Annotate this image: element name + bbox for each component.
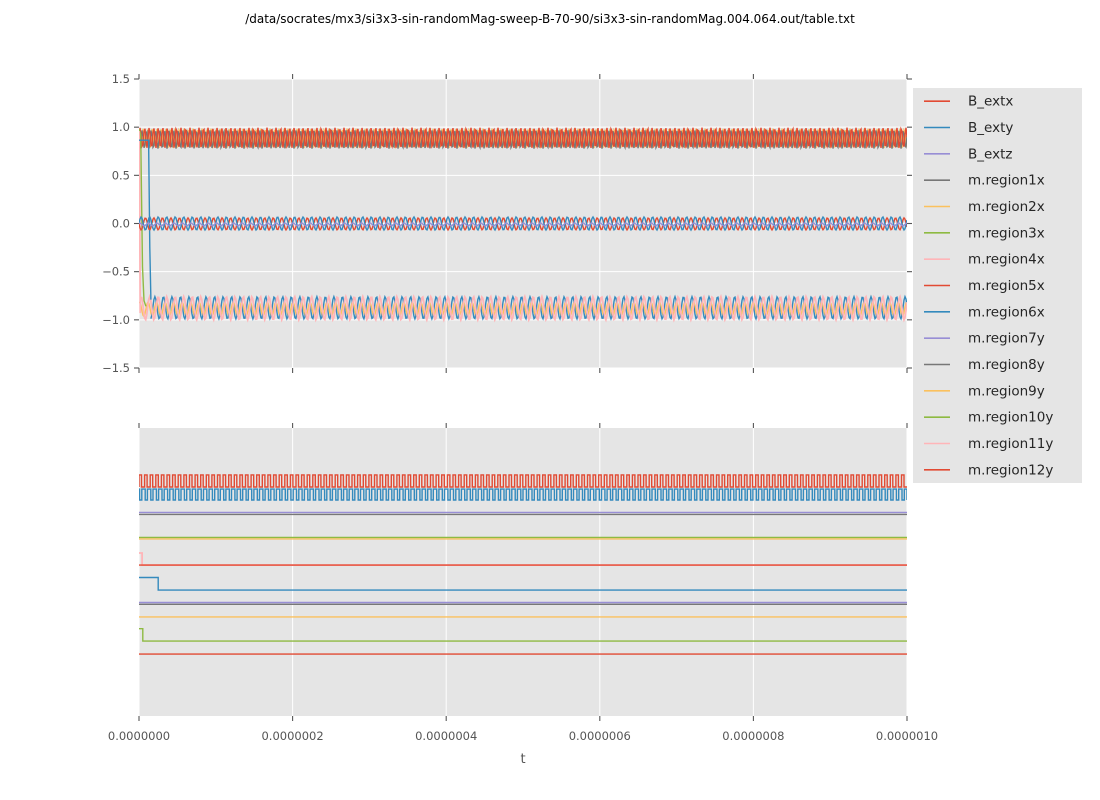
- y-tick-label: −0.5: [102, 265, 130, 279]
- series-square-wave-red: [139, 474, 907, 488]
- legend-item-m.region5x: m.region5x: [924, 278, 1045, 294]
- series-upper-band-gray: [139, 128, 907, 151]
- legend-item-m.region11y: m.region11y: [924, 436, 1053, 452]
- legend-label: m.region5x: [968, 278, 1045, 294]
- series-initial-transient-green: [139, 128, 147, 307]
- legend-label: m.region4x: [968, 252, 1045, 268]
- series-upper-band-red: [139, 126, 907, 150]
- x-tick-label: 0.0000002: [261, 729, 323, 743]
- figure-title: /data/socrates/mx3/si3x3-sin-randomMag-s…: [245, 12, 855, 26]
- legend-label: m.region10y: [968, 410, 1053, 426]
- x-tick-label: 0.0000006: [569, 729, 631, 743]
- y-tick-label: −1.0: [102, 313, 130, 327]
- legend-label: m.region9y: [968, 383, 1045, 399]
- legend-item-B_extx: B_extx: [924, 94, 1013, 110]
- legend-label: B_extx: [968, 94, 1013, 110]
- x-tick-label: 0.0000010: [876, 729, 938, 743]
- grid-bottom: [138, 428, 908, 716]
- ticks-bottom: [138, 423, 908, 721]
- series-group-top: [139, 126, 907, 323]
- legend-label: m.region7y: [968, 331, 1045, 347]
- legend-label: m.region12y: [968, 462, 1053, 478]
- series-group-bottom: [139, 474, 907, 655]
- x-axis-label: t: [520, 752, 526, 767]
- legend-item-m.region3x: m.region3x: [924, 225, 1045, 241]
- ticks-top: [134, 74, 912, 373]
- legend-item-m.region7y: m.region7y: [924, 331, 1045, 347]
- legend-label: m.region2x: [968, 199, 1045, 215]
- legend-label: m.region11y: [968, 436, 1053, 452]
- legend-item-m.region4x: m.region4x: [924, 252, 1045, 268]
- series-square-wave-blue: [139, 488, 907, 501]
- y-tick-label: −1.5: [102, 361, 130, 375]
- legend-label: B_exty: [968, 120, 1013, 136]
- series-lower-band-blue: [150, 294, 907, 322]
- legend-item-m.region9y: m.region9y: [924, 383, 1045, 399]
- legend-label: m.region1x: [968, 173, 1045, 189]
- legend-label: m.region8y: [968, 357, 1045, 373]
- legend-label: B_extz: [968, 146, 1012, 162]
- legend-item-m.region2x: m.region2x: [924, 199, 1045, 215]
- legend-item-B_exty: B_exty: [924, 120, 1013, 136]
- y-tick-label: 0.5: [112, 168, 130, 182]
- legend-item-m.region10y: m.region10y: [924, 410, 1053, 426]
- series-lower-band-pink: [140, 293, 907, 323]
- legend-item-m.region6x: m.region6x: [924, 304, 1045, 320]
- x-tick-label: 0.0000004: [415, 729, 477, 743]
- legend-item-B_extz: B_extz: [924, 146, 1012, 162]
- series-initial-transient-blue: [139, 139, 152, 300]
- legend-item-m.region12y: m.region12y: [924, 462, 1053, 478]
- legend-item-m.region1x: m.region1x: [924, 173, 1045, 189]
- series-field-flat-purple: [139, 222, 907, 227]
- x-tick-label: 0.0000008: [722, 729, 784, 743]
- series-step-down-blue: [139, 576, 907, 591]
- y-tick-label: 1.0: [112, 120, 130, 134]
- legend-item-m.region8y: m.region8y: [924, 357, 1045, 373]
- legend: B_extx B_exty B_extz m.region1x m.region2x m.…: [913, 88, 1082, 483]
- y-tick-label: 0.0: [112, 217, 130, 231]
- plot-area-bottom: [139, 428, 907, 716]
- series-initial-transient-pink: [139, 130, 142, 314]
- y-tick-label: 1.5: [112, 72, 130, 86]
- legend-label: m.region3x: [968, 225, 1045, 241]
- legend-label: m.region6x: [968, 304, 1045, 320]
- series-step-down-green: [139, 628, 907, 642]
- x-tick-label: 0.0000000: [108, 729, 170, 743]
